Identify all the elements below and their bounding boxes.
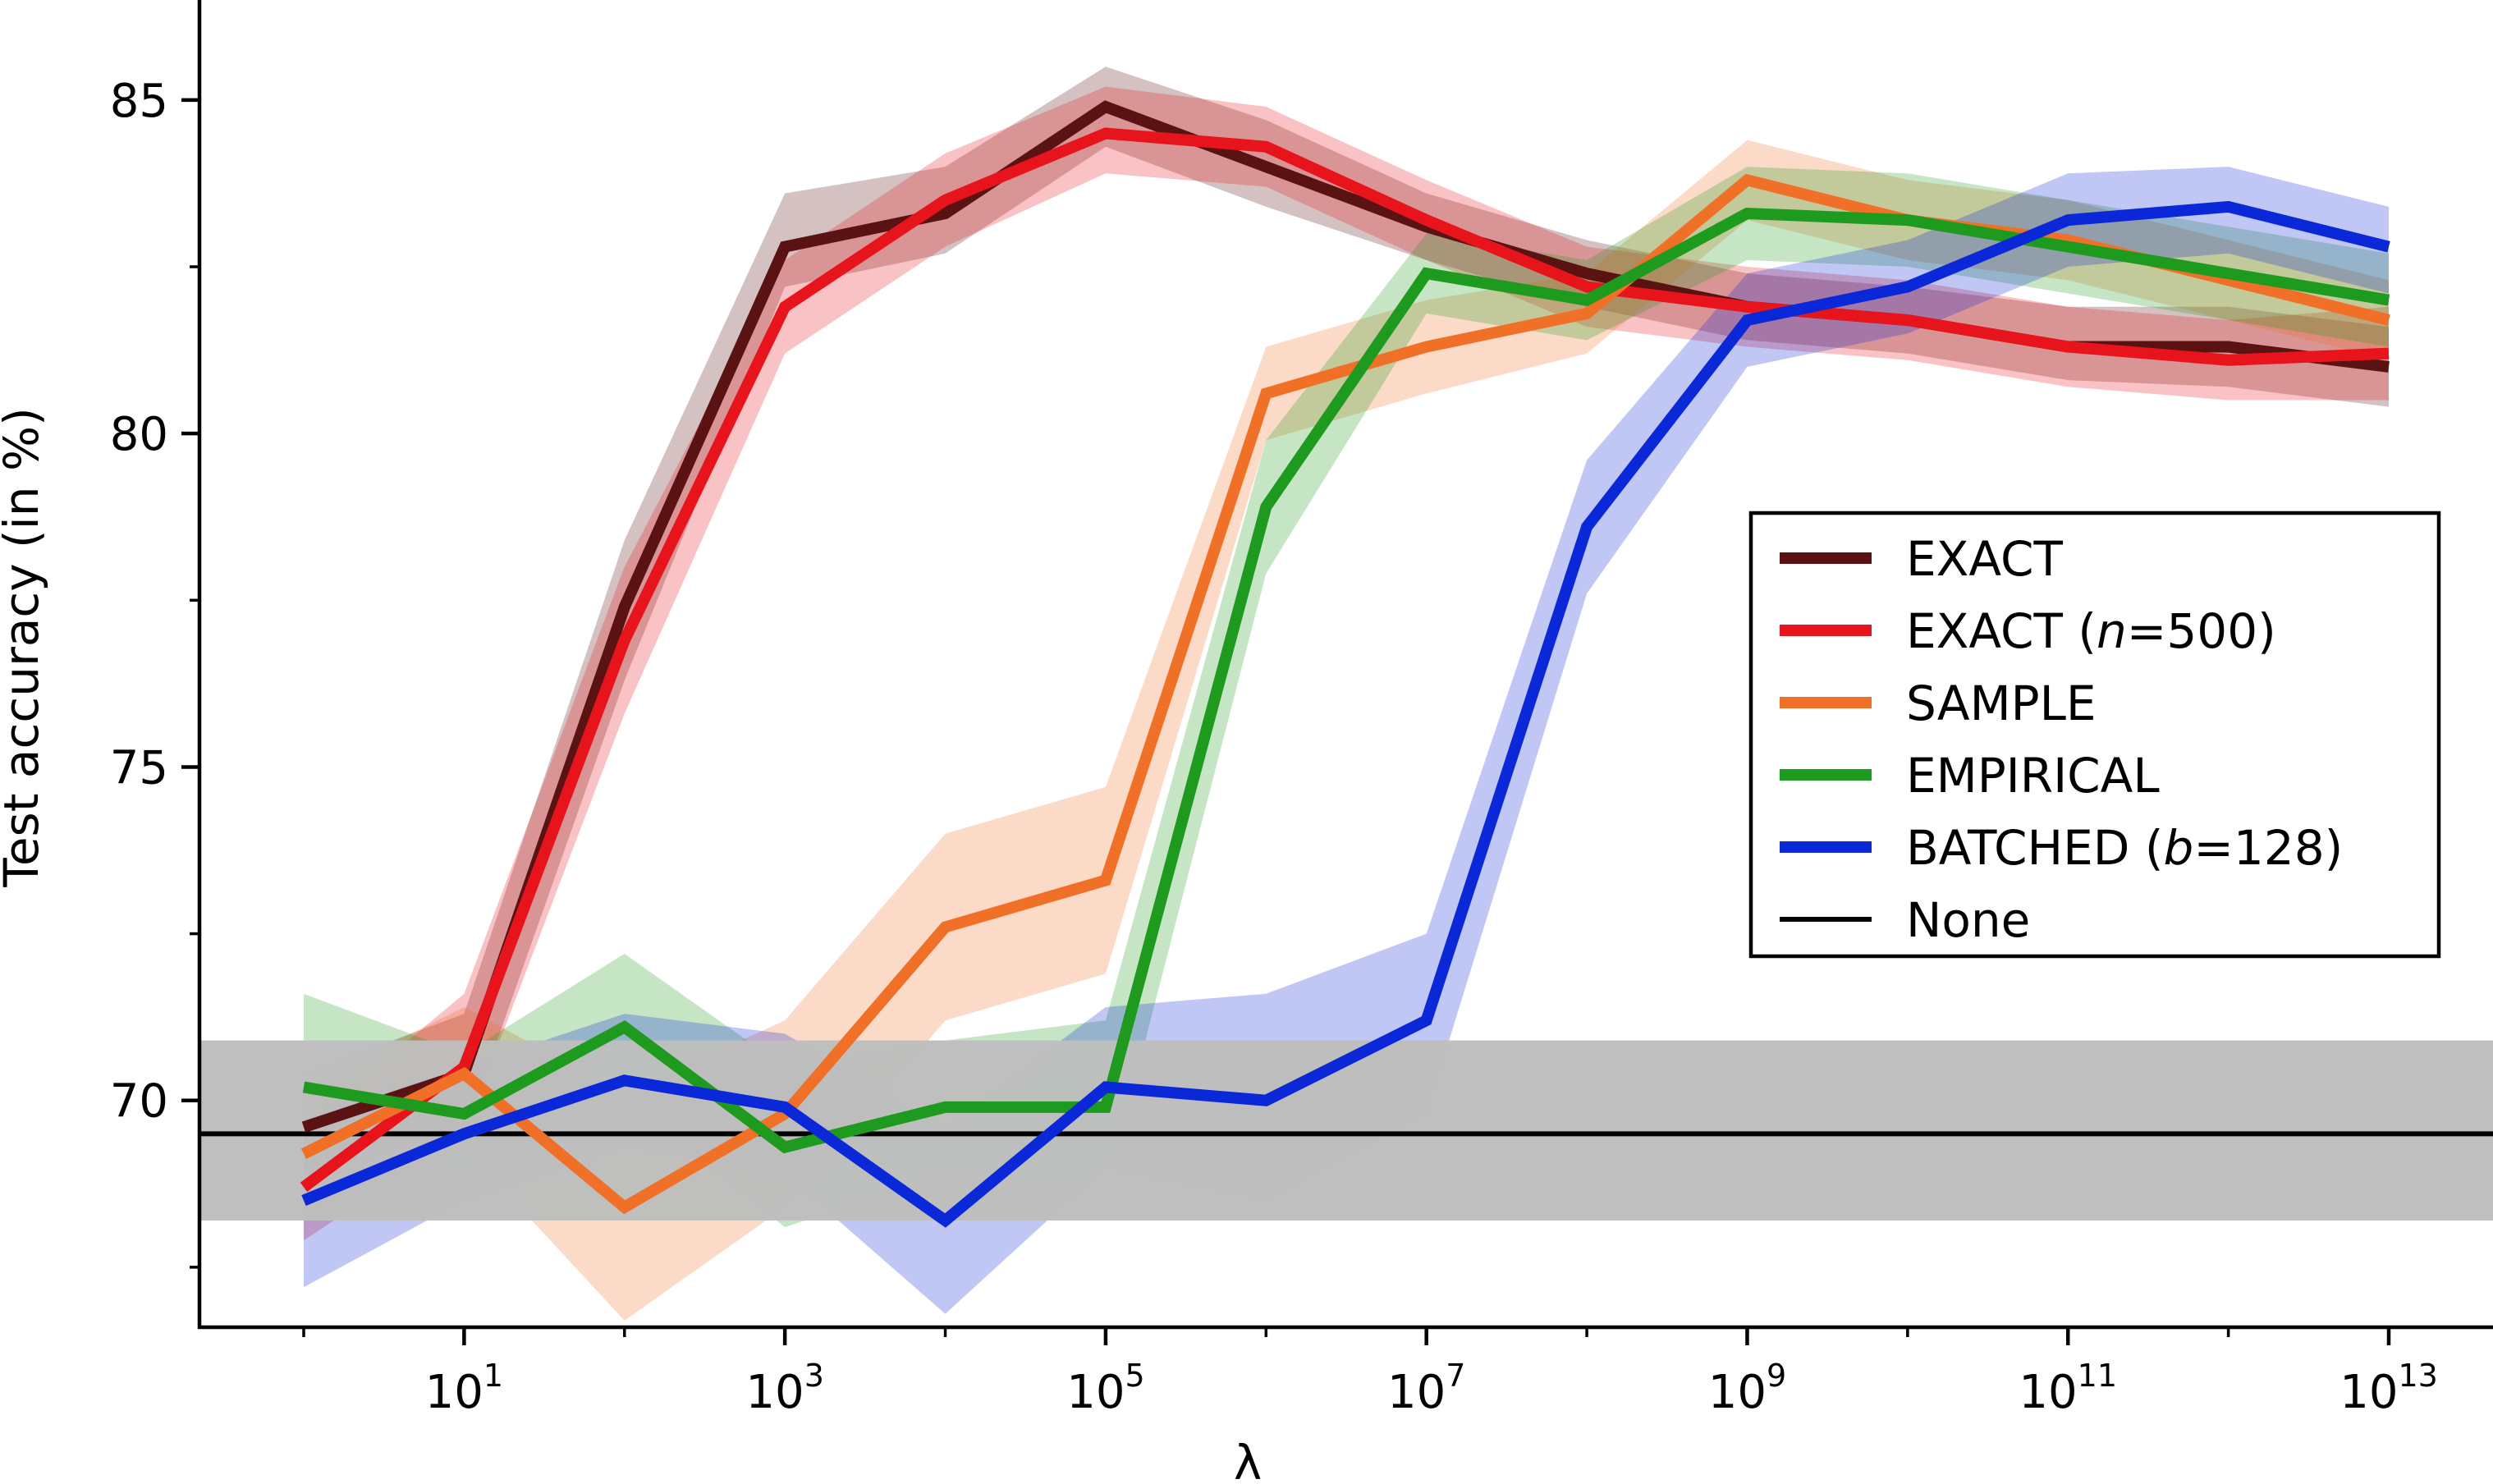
x-tick-label: 109 bbox=[1708, 1358, 1786, 1419]
x-ticks: 101 103 105 107 109 1011 1013 bbox=[302, 1327, 2438, 1419]
x-tick-label: 1011 bbox=[2019, 1358, 2117, 1419]
legend-label: EXACT (n=500) bbox=[1906, 603, 2276, 659]
x-tick-label: 101 bbox=[425, 1358, 503, 1419]
legend-item-batched-b-128: BATCHED (b=128) bbox=[1780, 820, 2343, 876]
x-tick-label: 105 bbox=[1066, 1358, 1144, 1419]
x-axis-title: λ bbox=[1234, 1435, 1262, 1484]
x-tick-label: 103 bbox=[745, 1358, 823, 1419]
legend-label: EXACT bbox=[1906, 531, 2064, 587]
points-empirical bbox=[303, 213, 2390, 1147]
legend: EXACT EXACT (n=500) SAMPLE EMPIRICAL BATCHED… bbox=[1748, 511, 2441, 959]
x-tick-label: 1013 bbox=[2339, 1358, 2438, 1419]
y-ticks: 70 75 80 85 bbox=[110, 75, 199, 1269]
legend-item-exact: EXACT bbox=[1780, 531, 2064, 587]
legend-item-empirical: EMPIRICAL bbox=[1780, 748, 2160, 804]
legend-label: None bbox=[1906, 892, 2030, 948]
y-axis-title: Test accuracy (in %) bbox=[0, 407, 49, 887]
y-tick-label: 75 bbox=[110, 741, 168, 795]
series-line-empirical bbox=[302, 207, 2390, 1154]
legend-label: SAMPLE bbox=[1906, 676, 2097, 731]
band-exact bbox=[304, 66, 2389, 1175]
legend-item-none: None bbox=[1780, 892, 2030, 948]
y-tick-label: 85 bbox=[110, 75, 168, 128]
legend-label: EMPIRICAL bbox=[1906, 748, 2160, 804]
baseline-band bbox=[199, 1040, 2493, 1221]
points-batched-b-128 bbox=[303, 206, 2390, 1221]
y-tick-label: 80 bbox=[110, 408, 168, 461]
series-line-batched-b-128 bbox=[301, 200, 2390, 1228]
series-line-exact-n-500 bbox=[300, 127, 2390, 1192]
y-tick-label: 70 bbox=[110, 1075, 168, 1129]
legend-item-sample: SAMPLE bbox=[1780, 676, 2097, 731]
legend-box bbox=[1748, 511, 2441, 959]
legend-label: BATCHED (b=128) bbox=[1906, 820, 2343, 876]
legend-entries: EXACT EXACT (n=500) SAMPLE EMPIRICAL BATCHED… bbox=[1780, 531, 2343, 948]
points-exact-n-500 bbox=[303, 133, 2390, 1188]
legend-item-exact-n-500: EXACT (n=500) bbox=[1780, 603, 2276, 659]
series-lines bbox=[300, 100, 2390, 1228]
band-sample bbox=[304, 140, 2389, 1321]
baseline-none bbox=[199, 1040, 2493, 1221]
x-tick-label: 107 bbox=[1387, 1358, 1465, 1419]
